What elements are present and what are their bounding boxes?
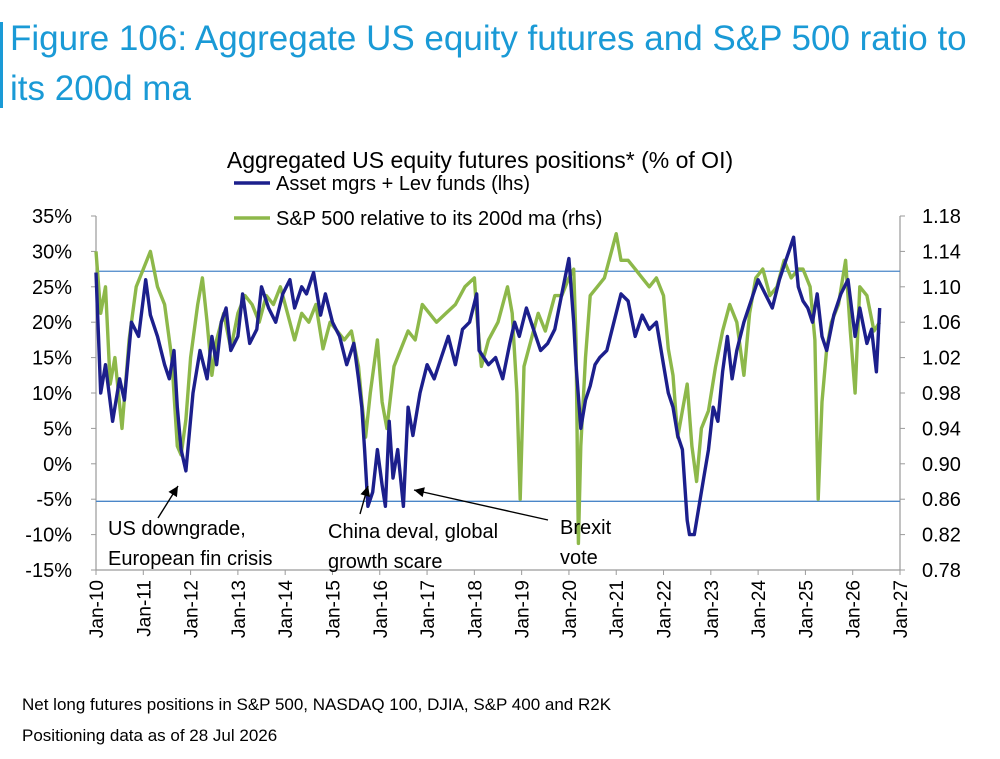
annotation-label: growth scare	[328, 551, 443, 573]
y-left-tick-label: 25%	[32, 277, 72, 299]
y-left-tick-label: 20%	[32, 312, 72, 334]
y-left-tick-label: 5%	[43, 418, 72, 440]
x-tick-label: Jan-16	[371, 580, 392, 638]
x-tick-label: Jan-22	[655, 580, 676, 638]
chart: Aggregated US equity futures positions* …	[25, 147, 961, 639]
x-tick-label: Jan-13	[229, 580, 250, 638]
y-left-tick-label: 30%	[32, 241, 72, 263]
x-tick-label: Jan-12	[182, 580, 203, 638]
x-tick-label: Jan-19	[513, 580, 534, 638]
y-right-tick-label: 1.02	[922, 348, 961, 370]
x-tick-label: Jan-21	[607, 580, 628, 638]
y-right-tick-label: 0.86	[922, 489, 961, 511]
x-tick-label: Jan-14	[276, 580, 297, 639]
annotation-arrowhead	[168, 486, 178, 498]
y-left-tick-label: -5%	[36, 489, 72, 511]
annotation-arrow	[413, 489, 549, 521]
x-tick-label: Jan-15	[323, 580, 344, 638]
chart-title: Aggregated US equity futures positions* …	[227, 147, 733, 173]
annotation-label: China deval, global	[328, 521, 498, 543]
y-left-tick-label: 0%	[43, 454, 72, 476]
series-line-sp500-ratio	[94, 231, 882, 546]
x-tick-label: Jan-27	[891, 580, 912, 638]
x-tick-label: Jan-11	[134, 580, 155, 637]
x-tick-label: Jan-18	[465, 580, 486, 638]
y-left-tick-label: 35%	[32, 206, 72, 228]
footnote-source: Net long futures positions in S&P 500, N…	[22, 695, 612, 714]
y-right-tick-label: 1.18	[922, 206, 961, 228]
y-left-tick-label: -15%	[25, 560, 72, 582]
y-left-tick-label: -10%	[25, 525, 72, 547]
annotation-arrowhead	[360, 486, 371, 497]
annotation-arrowhead	[414, 487, 425, 498]
x-tick-label: Jan-25	[796, 580, 817, 638]
y-right-tick-label: 0.98	[922, 383, 961, 405]
y-right-tick-label: 1.06	[922, 312, 961, 334]
x-tick-label: Jan-23	[702, 580, 723, 638]
x-tick-label: Jan-24	[749, 580, 770, 639]
y-right-tick-label: 0.78	[922, 560, 961, 582]
y-right-tick-label: 0.82	[922, 525, 961, 547]
y-left-tick-label: 15%	[32, 348, 72, 370]
annotation-label: European fin crisis	[108, 548, 273, 570]
y-right-tick-label: 0.90	[922, 454, 961, 476]
legend-label: Asset mgrs + Lev funds (lhs)	[276, 173, 530, 195]
title-accent-bar	[0, 22, 3, 108]
x-tick-label: Jan-10	[87, 580, 108, 638]
y-right-tick-label: 1.10	[922, 277, 961, 299]
x-tick-label: Jan-17	[418, 580, 439, 638]
y-left-tick-label: 10%	[32, 383, 72, 405]
footnote-date: Positioning data as of 28 Jul 2026	[22, 726, 278, 745]
x-tick-label: Jan-20	[560, 580, 581, 638]
annotation-label: Brexit	[560, 517, 612, 539]
figure-title: Figure 106: Aggregate US equity futures …	[10, 19, 967, 108]
legend-label: S&P 500 relative to its 200d ma (rhs)	[276, 208, 602, 230]
y-right-tick-label: 1.14	[922, 241, 961, 263]
series-line-asset-mgrs	[94, 235, 882, 537]
x-tick-label: Jan-26	[844, 580, 865, 638]
y-right-tick-label: 0.94	[922, 418, 961, 440]
annotation-label: US downgrade,	[108, 518, 246, 540]
annotation-label: vote	[560, 547, 598, 569]
